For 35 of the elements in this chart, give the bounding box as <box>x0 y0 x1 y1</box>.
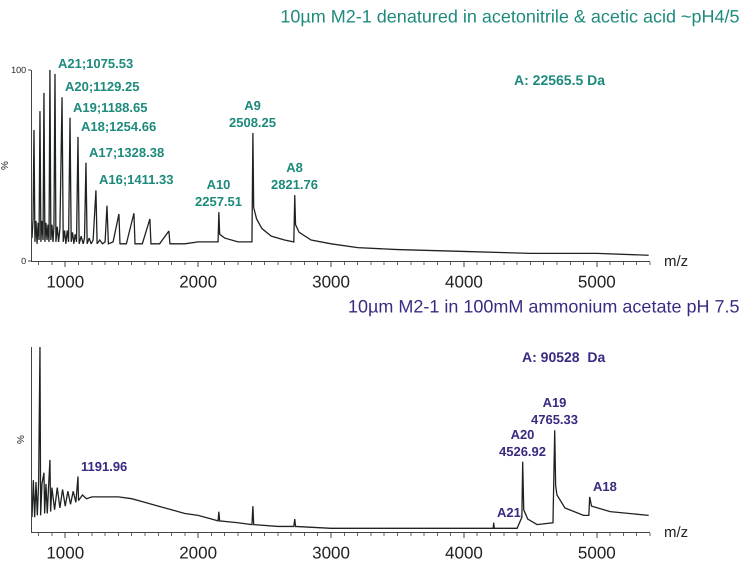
y-axis-title: % <box>0 160 11 170</box>
x-tick-label: 1000 <box>46 272 84 292</box>
x-tick-label: 3000 <box>312 543 350 562</box>
y-axis-title: % <box>16 434 27 444</box>
annotation: A20;1129.25 <box>65 79 140 94</box>
annotation: A18 <box>593 479 617 494</box>
x-tick-label: 3000 <box>312 272 350 292</box>
x-tick-label: 2000 <box>179 272 218 292</box>
chart-title: 10µm M2-1 in 100mM ammonium acetate pH 7.5 <box>348 296 740 317</box>
annotation: A19;1188.65 <box>73 100 148 115</box>
y-tick-label: 100 <box>11 65 26 76</box>
x-axis-title: m/z <box>664 524 688 541</box>
line-series <box>32 70 650 256</box>
annotation: A10 2257.51 <box>195 177 242 209</box>
y-tick-label: 0 <box>21 256 26 266</box>
annotation: A20 4526.92 <box>499 427 546 459</box>
chart-title: 10µm M2-1 denatured in acetonitrile & acetic acid ~pH4/5 <box>280 6 740 27</box>
annotation: A18;1254.66 <box>81 119 156 134</box>
x-tick-label: 2000 <box>179 543 218 562</box>
x-tick-label: 4000 <box>445 543 483 562</box>
x-tick-label: 1000 <box>46 543 84 562</box>
x-tick-label: 4000 <box>445 272 483 292</box>
x-tick-label: 5000 <box>578 272 616 292</box>
annotation: A17;1328.38 <box>89 145 164 160</box>
x-axis-title: m/z <box>664 253 688 270</box>
annotation: A8 2821.76 <box>271 160 318 192</box>
annotation: A16;1411.33 <box>99 172 174 187</box>
annotation: A: 22565.5 Da <box>514 72 606 88</box>
annotation: A9 2508.25 <box>229 98 276 130</box>
annotation: 1191.96 <box>81 459 128 474</box>
annotation: A21;1075.53 <box>58 56 134 71</box>
annotation: A: 90528 Da <box>522 349 606 365</box>
annotation: A19 4765.33 <box>531 395 578 427</box>
annotation: A21 <box>497 505 521 520</box>
x-tick-label: 5000 <box>578 543 616 562</box>
